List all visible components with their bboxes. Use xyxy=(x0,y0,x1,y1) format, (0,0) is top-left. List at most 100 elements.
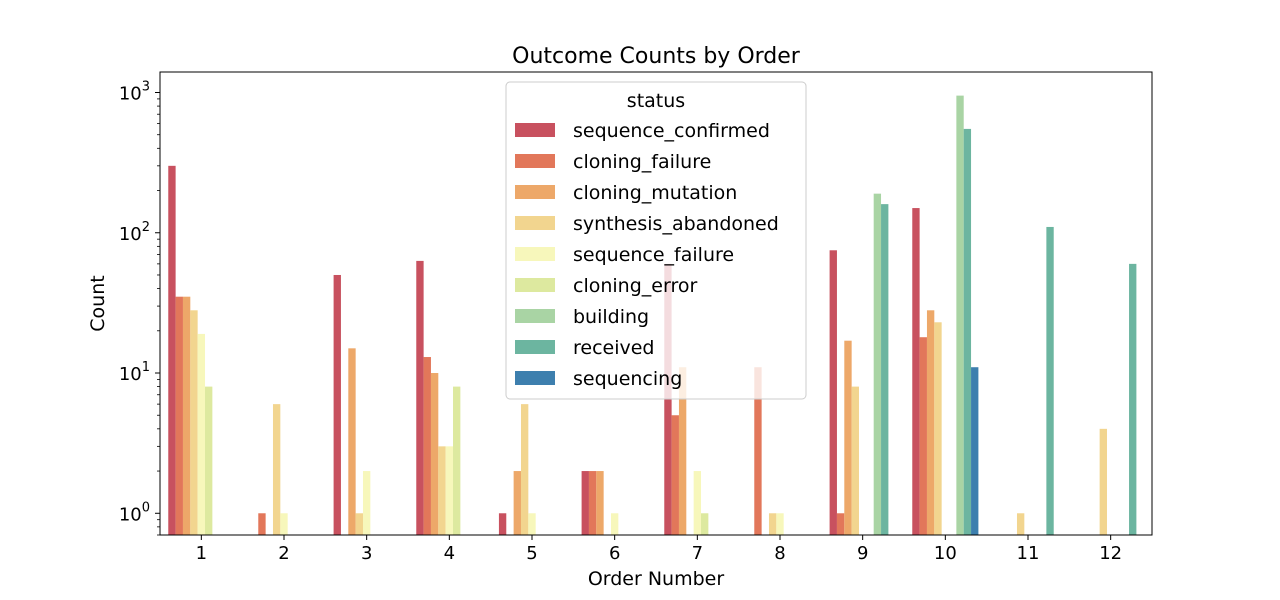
y-tick-exponent: 3 xyxy=(142,79,150,94)
bars-layer xyxy=(168,95,1137,536)
legend-swatch-cloning_error xyxy=(515,278,555,292)
bar-sequence_failure-order-7 xyxy=(693,471,702,535)
x-axis: 1 2 3 4 5 6 7 8 9 10 11 12 xyxy=(196,535,1122,564)
bar-sequence_failure-order-2 xyxy=(280,513,288,535)
x-tick-label: 12 xyxy=(1099,543,1122,564)
bar-cloning_mutation-order-3 xyxy=(348,348,356,535)
y-tick-exponent: 0 xyxy=(142,500,150,515)
legend-swatch-sequence_failure xyxy=(515,247,555,261)
bar-received-order-11 xyxy=(1046,226,1054,535)
legend-swatch-cloning_mutation xyxy=(515,185,555,199)
bar-sequence_failure-order-6 xyxy=(610,513,619,535)
legend-swatch-synthesis_abandoned xyxy=(515,216,555,230)
y-tick-label: 100 xyxy=(119,500,150,525)
legend-label-cloning_failure: cloning_failure xyxy=(573,151,711,173)
bar-building-order-10 xyxy=(956,95,964,536)
bar-sequencing-order-10 xyxy=(971,367,979,535)
legend-label-cloning_mutation: cloning_mutation xyxy=(573,182,737,204)
bar-synthesis_abandoned-order-8 xyxy=(768,513,777,535)
bar-sequence_failure-order-5 xyxy=(528,513,536,535)
bar-cloning_failure-order-7 xyxy=(671,415,679,535)
y-tick-label: 103 xyxy=(119,79,150,104)
legend-label-sequencing: sequencing xyxy=(573,368,682,390)
bar-synthesis_abandoned-order-11 xyxy=(1016,513,1025,535)
legend-box xyxy=(505,81,807,400)
bar-sequence_confirmed-order-9 xyxy=(829,250,837,535)
bar-synthesis_abandoned-order-2 xyxy=(272,404,281,535)
legend-swatch-sequence_confirmed xyxy=(515,123,555,137)
bar-synthesis_abandoned-order-10 xyxy=(934,322,942,535)
bar-synthesis_abandoned-order-12 xyxy=(1099,428,1107,535)
y-tick-exponent: 1 xyxy=(142,360,150,375)
bar-cloning_failure-order-8 xyxy=(754,367,762,535)
x-tick-label: 5 xyxy=(526,543,537,564)
y-tick-exponent: 2 xyxy=(142,220,150,235)
x-tick-label: 10 xyxy=(934,543,957,564)
plot-frame xyxy=(159,71,1153,536)
legend-swatch-building xyxy=(515,309,555,323)
bar-sequence_failure-order-3 xyxy=(362,471,371,535)
bar-synthesis_abandoned-order-3 xyxy=(355,513,363,535)
bar-sequence_confirmed-order-10 xyxy=(912,208,920,535)
bar-received-order-12 xyxy=(1129,263,1137,535)
x-tick-label: 6 xyxy=(609,543,620,564)
bar-synthesis_abandoned-order-1 xyxy=(190,310,198,535)
y-tick-base: 10 xyxy=(119,504,142,525)
y-tick-label: 102 xyxy=(119,220,150,245)
bar-cloning_mutation-order-9 xyxy=(844,340,852,535)
x-tick-label: 1 xyxy=(196,543,207,564)
bar-cloning_failure-order-6 xyxy=(588,471,597,535)
x-tick-label: 8 xyxy=(774,543,785,564)
bar-cloning_mutation-order-7 xyxy=(678,367,687,535)
legend-title: status xyxy=(627,90,685,112)
bar-sequence_confirmed-order-3 xyxy=(333,274,341,535)
bar-sequence_confirmed-order-6 xyxy=(581,471,589,535)
legend-label-synthesis_abandoned: synthesis_abandoned xyxy=(573,213,779,235)
bar-cloning_mutation-order-5 xyxy=(513,471,521,535)
bar-cloning_failure-order-10 xyxy=(919,337,927,535)
legend-label-cloning_error: cloning_error xyxy=(573,275,697,297)
legend-label-received: received xyxy=(573,337,655,359)
x-tick-label: 3 xyxy=(361,543,372,564)
legend: status sequence_confirmed cloning_failurec… xyxy=(505,81,807,400)
bar-sequence_failure-order-8 xyxy=(776,513,784,535)
bar-cloning_failure-order-1 xyxy=(175,296,183,535)
bar-synthesis_abandoned-order-9 xyxy=(851,386,859,535)
legend-swatch-cloning_failure xyxy=(515,154,555,168)
legend-swatch-sequencing xyxy=(515,371,555,385)
bar-cloning_error-order-1 xyxy=(205,386,213,535)
x-tick-label: 2 xyxy=(278,543,289,564)
legend-label-sequence_failure: sequence_failure xyxy=(573,244,734,266)
bar-cloning_mutation-order-4 xyxy=(430,373,439,535)
x-tick-label: 9 xyxy=(857,543,868,564)
bar-sequence_confirmed-order-5 xyxy=(498,513,507,535)
y-tick-label: 101 xyxy=(119,360,150,385)
x-tick-label: 7 xyxy=(692,543,703,564)
bar-synthesis_abandoned-order-4 xyxy=(438,446,446,535)
y-axis-label: Count xyxy=(87,275,109,331)
legend-swatch-received xyxy=(515,340,555,354)
bar-synthesis_abandoned-order-5 xyxy=(520,404,529,535)
y-tick-base: 10 xyxy=(119,83,142,104)
bar-sequence_failure-order-4 xyxy=(445,446,454,535)
bar-cloning_error-order-4 xyxy=(453,386,461,535)
bar-sequence_confirmed-order-4 xyxy=(416,260,424,535)
bar-cloning_failure-order-2 xyxy=(258,513,266,535)
x-tick-label: 4 xyxy=(444,543,455,564)
bar-cloning_mutation-order-6 xyxy=(596,471,604,535)
bar-cloning_mutation-order-10 xyxy=(926,310,935,535)
y-tick-base: 10 xyxy=(119,364,142,385)
x-tick-label: 11 xyxy=(1017,543,1040,564)
chart-title: Outcome Counts by Order xyxy=(512,44,801,69)
bar-sequence_failure-order-1 xyxy=(197,333,206,535)
bar-sequence_confirmed-order-1 xyxy=(168,165,176,535)
bar-cloning_mutation-order-1 xyxy=(182,296,191,535)
legend-label-sequence_confirmed: sequence_confirmed xyxy=(573,120,770,142)
bar-cloning_failure-order-9 xyxy=(836,513,845,535)
bar-cloning_failure-order-4 xyxy=(423,357,431,535)
x-axis-label: Order Number xyxy=(588,568,725,590)
bar-cloning_error-order-7 xyxy=(701,513,709,535)
y-tick-base: 10 xyxy=(119,224,142,245)
